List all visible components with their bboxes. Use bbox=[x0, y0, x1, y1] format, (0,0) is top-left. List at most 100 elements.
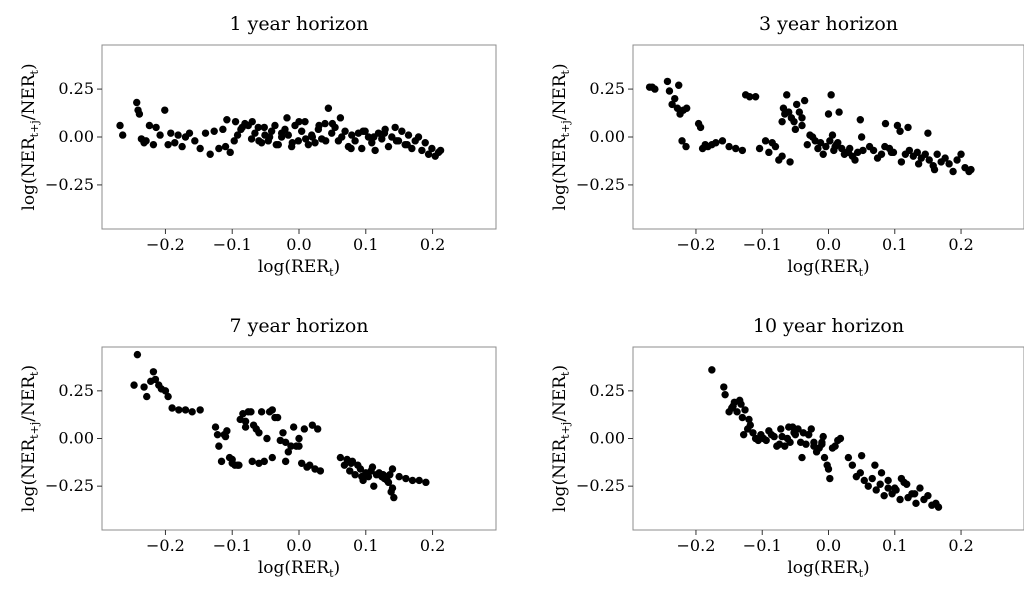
y-tick-label: 0.25 bbox=[58, 381, 94, 400]
data-point bbox=[351, 137, 359, 145]
data-point bbox=[418, 146, 426, 155]
data-point bbox=[792, 100, 801, 109]
data-point bbox=[254, 123, 262, 132]
data-point bbox=[255, 137, 263, 145]
data-point bbox=[391, 123, 399, 132]
data-point bbox=[268, 453, 276, 462]
data-point bbox=[820, 453, 829, 462]
panel-title: 7 year horizon bbox=[229, 315, 368, 337]
data-point bbox=[289, 423, 298, 431]
data-point bbox=[358, 144, 366, 153]
data-point bbox=[914, 160, 923, 168]
x-tick-label: 0.0 bbox=[286, 536, 311, 555]
data-point bbox=[887, 148, 896, 157]
panel-3-year: 3 year horizon −0.2 −0.1 0.0 0.1 0.2 0.25 0.00 −… bbox=[550, 13, 1024, 279]
x-tick-label: 0.2 bbox=[420, 536, 445, 555]
data-point bbox=[133, 98, 141, 107]
data-point bbox=[921, 150, 929, 158]
data-point bbox=[328, 119, 337, 128]
data-point bbox=[798, 453, 806, 462]
data-point bbox=[219, 125, 227, 134]
data-point bbox=[287, 442, 295, 450]
data-point bbox=[746, 421, 754, 429]
x-axis-label: log(RERt) bbox=[787, 558, 869, 580]
data-point bbox=[175, 406, 183, 414]
x-axis-label: log(RERt) bbox=[258, 558, 340, 580]
data-point bbox=[161, 387, 170, 395]
data-point bbox=[371, 146, 379, 155]
data-point bbox=[348, 131, 356, 139]
data-point bbox=[315, 121, 323, 130]
data-point bbox=[428, 144, 436, 153]
data-point bbox=[903, 480, 911, 488]
data-point bbox=[311, 139, 319, 147]
data-point bbox=[174, 131, 182, 139]
data-point bbox=[876, 480, 884, 488]
data-point bbox=[271, 121, 279, 130]
data-point bbox=[945, 160, 953, 168]
data-point bbox=[308, 421, 317, 429]
data-point bbox=[257, 408, 266, 416]
data-point bbox=[844, 453, 853, 462]
data-point bbox=[834, 139, 842, 147]
data-point bbox=[893, 121, 902, 130]
data-point bbox=[718, 137, 727, 145]
data-point bbox=[370, 482, 378, 490]
data-point bbox=[761, 137, 770, 145]
data-point bbox=[279, 429, 287, 437]
data-point bbox=[856, 469, 865, 477]
data-point bbox=[668, 100, 676, 109]
data-point bbox=[802, 440, 810, 448]
data-point bbox=[364, 472, 373, 481]
x-tick-label: −0.2 bbox=[677, 536, 716, 555]
data-point bbox=[897, 158, 906, 166]
data-point bbox=[729, 402, 737, 410]
data-point bbox=[265, 133, 274, 141]
data-point bbox=[904, 123, 912, 132]
data-point bbox=[255, 459, 263, 467]
data-point bbox=[422, 478, 430, 487]
data-point bbox=[403, 140, 411, 149]
data-point bbox=[671, 94, 679, 103]
scatter-points bbox=[116, 98, 445, 160]
data-point bbox=[281, 457, 290, 466]
data-point bbox=[912, 499, 920, 508]
data-point bbox=[777, 425, 785, 433]
data-point bbox=[226, 148, 234, 157]
data-point bbox=[268, 406, 276, 414]
data-point bbox=[738, 413, 747, 422]
data-point bbox=[215, 442, 223, 450]
data-point bbox=[388, 484, 397, 492]
data-point bbox=[356, 465, 365, 473]
data-point bbox=[891, 484, 899, 492]
data-point bbox=[247, 408, 255, 416]
data-point bbox=[869, 146, 878, 155]
x-tick-label: 0.2 bbox=[420, 235, 445, 254]
data-point bbox=[181, 406, 190, 414]
data-point bbox=[241, 423, 250, 431]
data-point bbox=[872, 486, 880, 494]
data-point bbox=[785, 108, 793, 116]
data-point bbox=[340, 461, 349, 469]
data-point bbox=[392, 137, 401, 145]
data-point bbox=[778, 152, 786, 160]
data-point bbox=[826, 474, 834, 483]
data-point bbox=[149, 140, 158, 149]
data-point bbox=[267, 127, 276, 135]
data-point bbox=[284, 448, 293, 456]
data-point bbox=[864, 482, 872, 490]
data-point bbox=[135, 110, 144, 118]
data-point bbox=[248, 117, 256, 126]
data-point bbox=[682, 142, 690, 151]
data-point bbox=[881, 142, 889, 151]
data-point bbox=[364, 133, 373, 141]
data-point bbox=[795, 108, 804, 116]
scatter-points bbox=[645, 77, 975, 176]
data-point bbox=[721, 390, 729, 399]
data-point bbox=[273, 413, 282, 422]
data-point bbox=[247, 135, 256, 143]
data-point bbox=[313, 425, 322, 433]
data-point bbox=[415, 476, 423, 485]
data-point bbox=[379, 471, 387, 479]
data-point bbox=[781, 442, 789, 450]
